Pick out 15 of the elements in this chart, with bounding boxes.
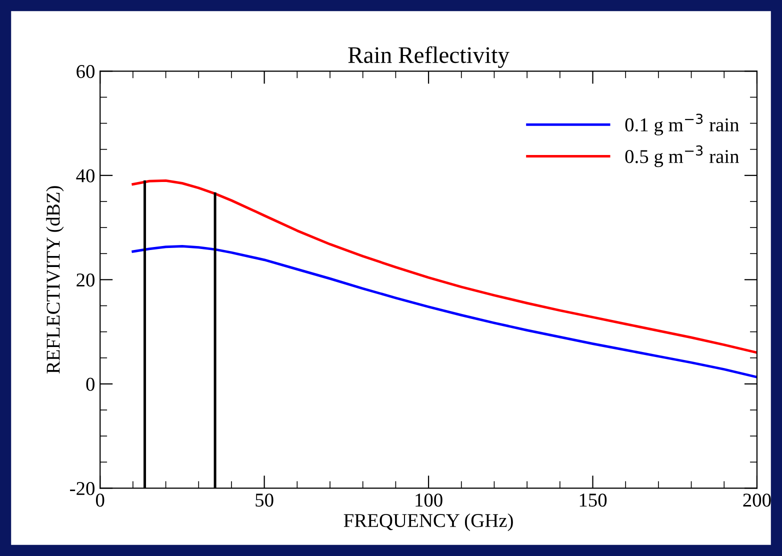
chart-title: Rain Reflectivity bbox=[348, 46, 510, 68]
y-tick-label: 60 bbox=[76, 64, 94, 78]
legend-label: 0.5 g m$^{−3}$ rain bbox=[625, 145, 740, 168]
x-tick-label: 150 bbox=[580, 494, 607, 507]
y-tick-label: 0 bbox=[86, 378, 94, 391]
x-tick-label: 100 bbox=[416, 494, 442, 507]
x-axis-title: FREQUENCY (GHz) bbox=[344, 513, 513, 532]
legend-label: 0.1 g m$^{−3}$ rain bbox=[625, 114, 740, 136]
x-tick-label: 50 bbox=[256, 494, 274, 507]
y-tick-label: -20 bbox=[70, 482, 94, 496]
y-axis-title: REFLECTIVITY (dBZ) bbox=[46, 186, 64, 374]
y-tick-label: 20 bbox=[76, 273, 94, 287]
x-tick-label: 0 bbox=[96, 494, 104, 507]
x-tick-label: 200 bbox=[743, 494, 771, 507]
y-tick-label: 40 bbox=[76, 169, 94, 182]
